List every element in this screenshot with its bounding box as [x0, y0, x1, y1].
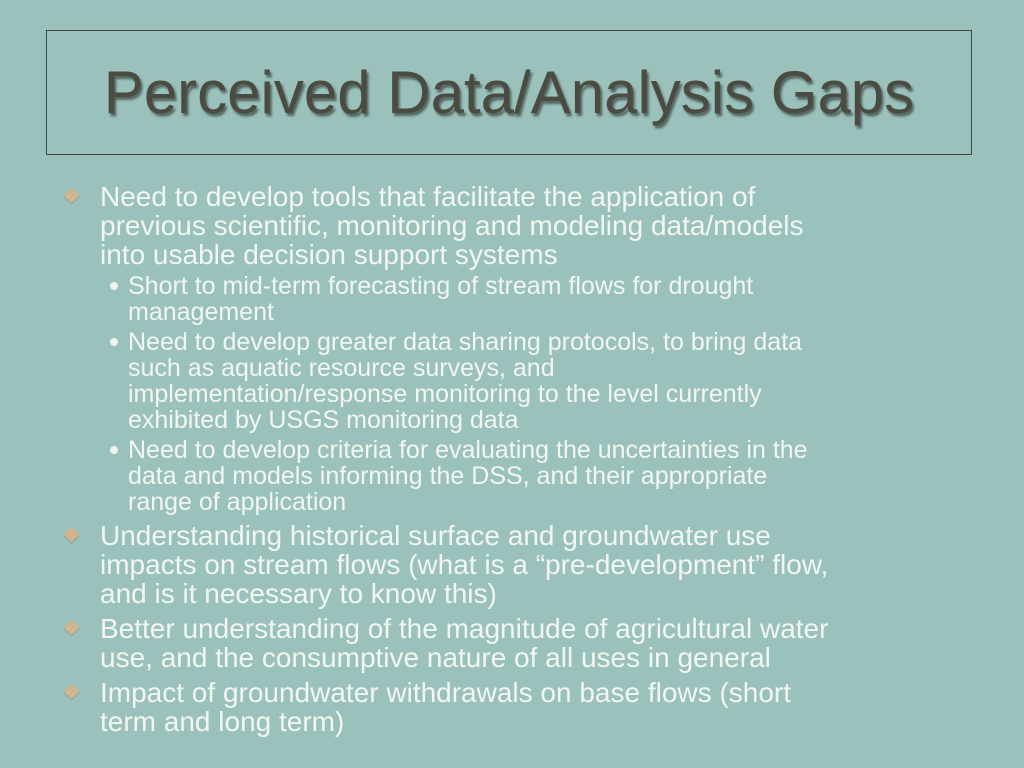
slide-body: Need to develop tools that facilitate th…: [0, 182, 1005, 736]
sub-bullet-item: Short to mid-term forecasting of stream …: [0, 273, 1005, 325]
bullet-line: term and long term): [100, 706, 345, 737]
bullet-line: range of application: [128, 488, 347, 516]
bullet-line: data and models informing the DSS, and t…: [128, 462, 768, 490]
bullet-line: use, and the consumptive nature of all u…: [100, 642, 771, 673]
circle-bullet-icon: [110, 338, 118, 346]
bullet-line: previous scientific, monitoring and mode…: [100, 210, 804, 241]
diamond-bullet-icon: [63, 683, 80, 700]
bullet-line: Need to develop criteria for evaluating …: [128, 436, 808, 464]
diamond-bullet-icon: [63, 619, 80, 636]
bullet-line: Need to develop greater data sharing pro…: [128, 328, 803, 356]
bullet-line: Better understanding of the magnitude of…: [100, 613, 829, 644]
bullet-line: into usable decision support systems: [100, 239, 558, 270]
bullet-line: impacts on stream flows (what is a “pre-…: [100, 549, 829, 580]
bullet-item: Better understanding of the magnitude of…: [0, 614, 1005, 672]
sub-bullet-item: Need to develop criteria for evaluating …: [0, 437, 1005, 515]
bullet-line: Short to mid-term forecasting of stream …: [128, 272, 754, 300]
title-box: Perceived Data/Analysis Gaps: [46, 30, 972, 155]
bullet-line: exhibited by USGS monitoring data: [128, 406, 519, 434]
bullet-line: management: [128, 298, 274, 326]
bullet-line: implementation/response monitoring to th…: [128, 380, 762, 408]
bullet-line: Understanding historical surface and gro…: [100, 520, 771, 551]
diamond-bullet-icon: [63, 187, 80, 204]
diamond-bullet-icon: [63, 526, 80, 543]
bullet-line: and is it necessary to know this): [100, 578, 497, 609]
bullet-item: Need to develop tools that facilitate th…: [0, 182, 1005, 269]
bullet-item: Impact of groundwater withdrawals on bas…: [0, 678, 1005, 736]
circle-bullet-icon: [110, 282, 118, 290]
bullet-item: Understanding historical surface and gro…: [0, 521, 1005, 608]
bullet-line: such as aquatic resource surveys, and: [128, 354, 555, 382]
bullet-line: Need to develop tools that facilitate th…: [100, 181, 756, 212]
circle-bullet-icon: [110, 446, 118, 454]
bullet-line: Impact of groundwater withdrawals on bas…: [100, 677, 791, 708]
sub-bullet-item: Need to develop greater data sharing pro…: [0, 329, 1005, 433]
page-title: Perceived Data/Analysis Gaps: [103, 59, 915, 126]
